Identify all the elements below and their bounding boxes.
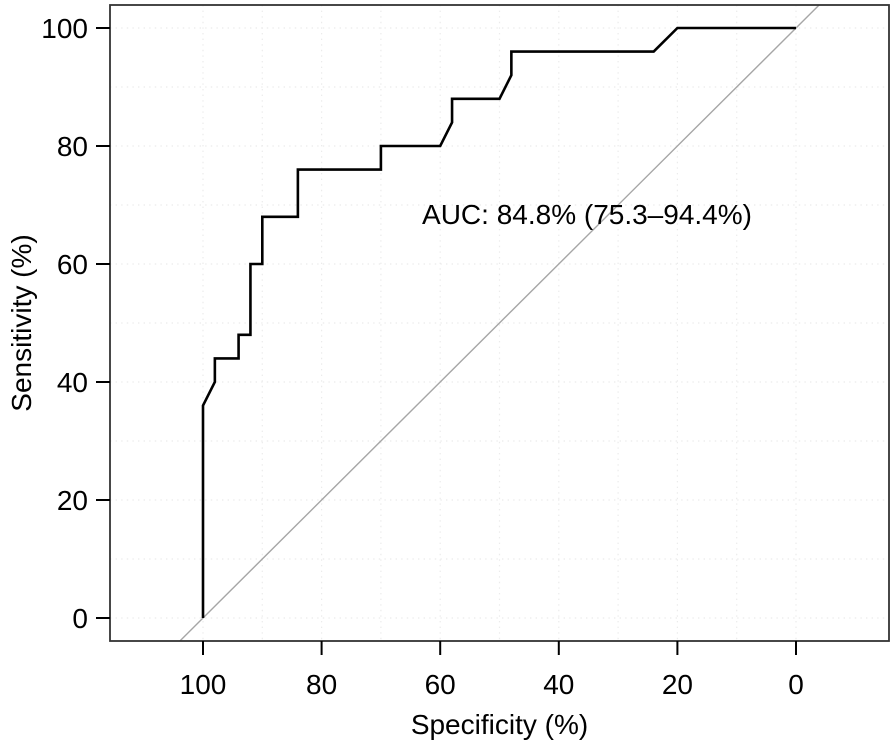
- x-axis-tick-label: 40: [543, 669, 574, 700]
- auc-annotation: AUC: 84.8% (75.3–94.4%): [422, 199, 752, 230]
- grid-lines: [110, 5, 889, 641]
- y-axis-tick-label: 20: [57, 485, 88, 516]
- chance-diagonal-line: [179, 4, 820, 642]
- y-axis-tick-label: 60: [57, 249, 88, 280]
- roc-curve: [201, 26, 796, 618]
- y-axis-title: Sensitivity (%): [6, 234, 37, 411]
- x-axis-ticks: 100 80 60 40 20 0: [180, 641, 804, 700]
- x-axis-title: Specificity (%): [411, 709, 588, 740]
- x-axis-tick-label: 20: [662, 669, 693, 700]
- x-axis-tick-label: 60: [425, 669, 456, 700]
- x-axis-tick-label: 0: [788, 669, 804, 700]
- y-axis-tick-label: 100: [41, 13, 88, 44]
- x-axis-tick-label: 80: [306, 669, 337, 700]
- y-axis-tick-label: 40: [57, 367, 88, 398]
- x-axis-tick-label: 100: [180, 669, 227, 700]
- y-axis-tick-label: 80: [57, 131, 88, 162]
- y-axis-tick-label: 0: [72, 603, 88, 634]
- plot-border: [109, 4, 890, 642]
- y-axis-ticks: 0 20 40 60 80 100: [41, 13, 110, 634]
